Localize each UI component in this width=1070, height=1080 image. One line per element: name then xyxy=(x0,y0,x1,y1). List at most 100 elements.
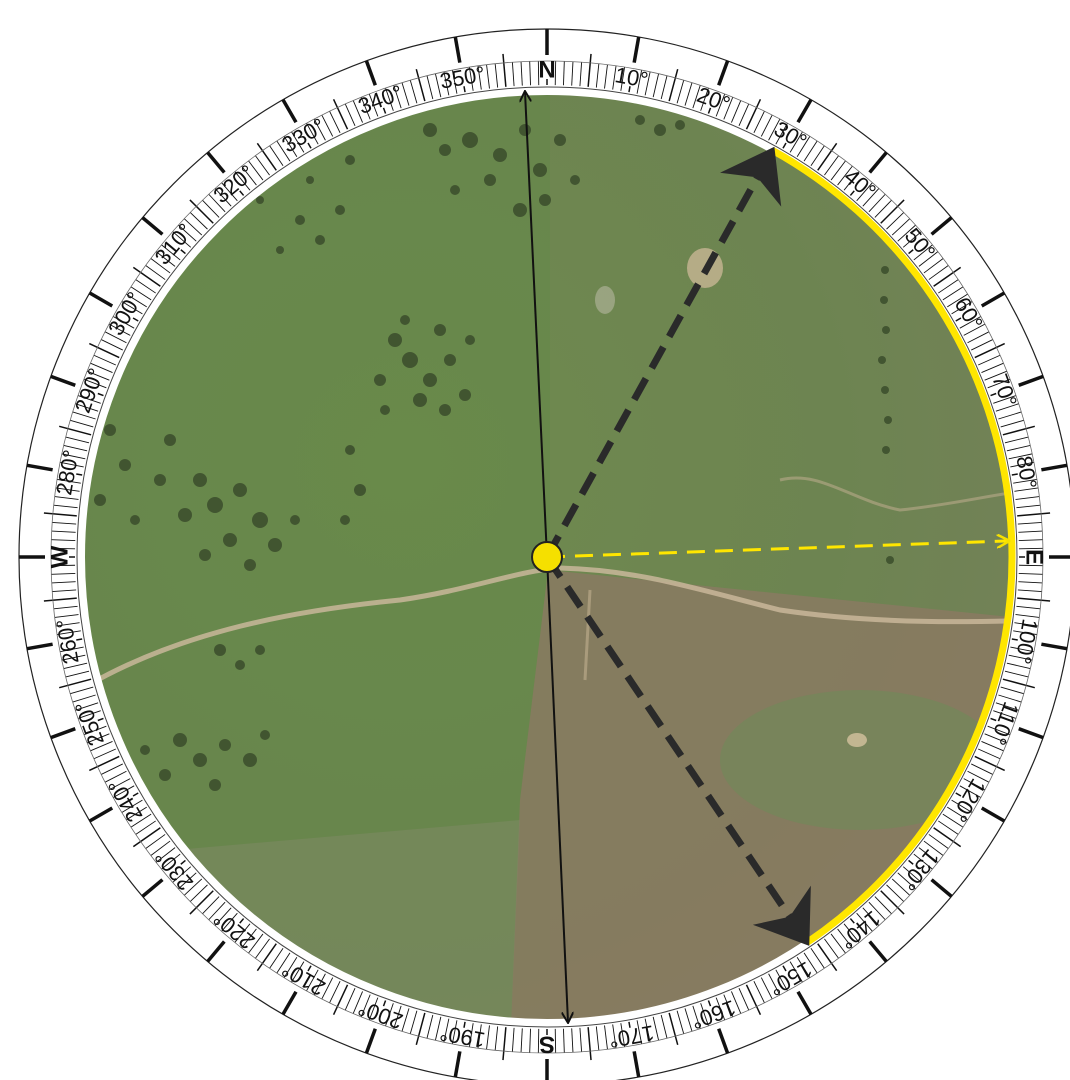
tick-mark xyxy=(1018,374,1044,387)
tick-mark xyxy=(987,378,1011,389)
tick-mark xyxy=(108,778,131,791)
tick-mark xyxy=(862,907,880,926)
tick-mark xyxy=(837,165,853,186)
tick-mark xyxy=(971,339,993,351)
tick-mark xyxy=(155,251,176,267)
tick-mark xyxy=(453,1051,462,1078)
tick-mark xyxy=(753,111,765,133)
tick-mark xyxy=(256,943,277,972)
tick-mark xyxy=(668,1012,679,1045)
tick-mark xyxy=(942,813,964,828)
tick-mark xyxy=(141,216,164,236)
tick-mark xyxy=(731,100,742,123)
tick-mark xyxy=(1017,589,1042,593)
tick-mark xyxy=(364,60,377,86)
tick-mark xyxy=(897,224,916,242)
tick-mark xyxy=(993,710,1017,719)
tick-mark xyxy=(1008,453,1033,460)
tick-mark xyxy=(511,62,515,87)
tick-mark xyxy=(717,1028,730,1054)
tick-mark xyxy=(1014,622,1039,627)
tick-mark xyxy=(494,63,499,88)
tick-mark xyxy=(329,111,341,133)
tick-mark xyxy=(998,411,1022,420)
tick-mark xyxy=(53,504,78,509)
tick-mark xyxy=(451,70,458,94)
tick-mark xyxy=(938,279,959,294)
tick-mark xyxy=(313,118,326,141)
tick-mark xyxy=(189,884,208,902)
tick-mark xyxy=(51,530,76,533)
tick-mark xyxy=(53,605,78,610)
tick-mark xyxy=(760,977,773,1000)
tick-mark xyxy=(248,933,264,954)
tick-mark xyxy=(132,266,161,287)
tick-mark xyxy=(255,155,270,176)
tick-mark xyxy=(880,890,905,915)
tick-mark xyxy=(947,293,968,308)
tick-mark xyxy=(276,140,291,162)
tick-mark xyxy=(951,301,973,315)
tick-mark xyxy=(59,425,92,436)
tick-mark xyxy=(652,1016,660,1041)
tick-mark xyxy=(477,1024,482,1049)
tick-mark xyxy=(368,997,379,1021)
cardinal-label-w: W xyxy=(47,545,74,568)
tick-mark xyxy=(255,938,270,959)
tick-mark xyxy=(993,395,1017,404)
tick-mark xyxy=(75,702,99,711)
tick-mark xyxy=(75,403,99,412)
tick-mark xyxy=(923,258,944,274)
tick-mark xyxy=(947,806,968,821)
tick-mark xyxy=(874,896,892,915)
tick-mark xyxy=(202,199,220,218)
tick-mark xyxy=(587,53,592,87)
tick-mark xyxy=(88,342,120,359)
tick-mark xyxy=(918,847,939,863)
tick-mark xyxy=(1004,670,1029,678)
tick-mark xyxy=(208,193,226,213)
tick-mark xyxy=(868,193,886,213)
tick-mark xyxy=(1018,530,1043,533)
tick-mark xyxy=(803,952,818,974)
tick-mark xyxy=(54,496,79,500)
tick-mark xyxy=(571,1028,574,1053)
tick-mark xyxy=(595,1026,600,1051)
tick-mark xyxy=(112,785,135,798)
tick-mark xyxy=(313,973,326,996)
tick-mark xyxy=(843,171,860,191)
tick-mark xyxy=(1013,630,1037,636)
tick-mark xyxy=(1006,662,1031,670)
tick-mark xyxy=(434,1016,442,1041)
tick-mark xyxy=(959,316,982,329)
tick-mark xyxy=(897,872,916,890)
tick-mark xyxy=(276,952,291,974)
tick-mark xyxy=(202,896,220,915)
tick-mark xyxy=(51,581,76,584)
tick-mark xyxy=(468,1023,474,1047)
tick-mark xyxy=(963,323,986,336)
tick-mark xyxy=(83,378,107,389)
tick-mark xyxy=(70,686,94,695)
tick-mark xyxy=(810,145,825,166)
tick-mark xyxy=(93,354,116,366)
tick-mark xyxy=(453,36,462,63)
tick-mark xyxy=(843,923,860,943)
tick-mark xyxy=(928,834,949,849)
tick-mark xyxy=(768,118,781,141)
tick-mark xyxy=(1000,419,1024,428)
tick-mark xyxy=(90,362,113,373)
tick-mark xyxy=(43,597,77,602)
tick-mark xyxy=(644,1018,651,1043)
tick-mark xyxy=(967,770,990,783)
tick-mark xyxy=(214,188,232,207)
tick-mark xyxy=(208,901,226,921)
tick-mark xyxy=(55,487,80,492)
tick-mark xyxy=(620,1023,626,1047)
tick-mark xyxy=(291,131,305,153)
tick-mark xyxy=(178,224,197,242)
tick-mark xyxy=(636,70,643,94)
tick-mark xyxy=(868,901,886,921)
tick-mark xyxy=(595,63,600,88)
tick-mark xyxy=(824,155,839,176)
